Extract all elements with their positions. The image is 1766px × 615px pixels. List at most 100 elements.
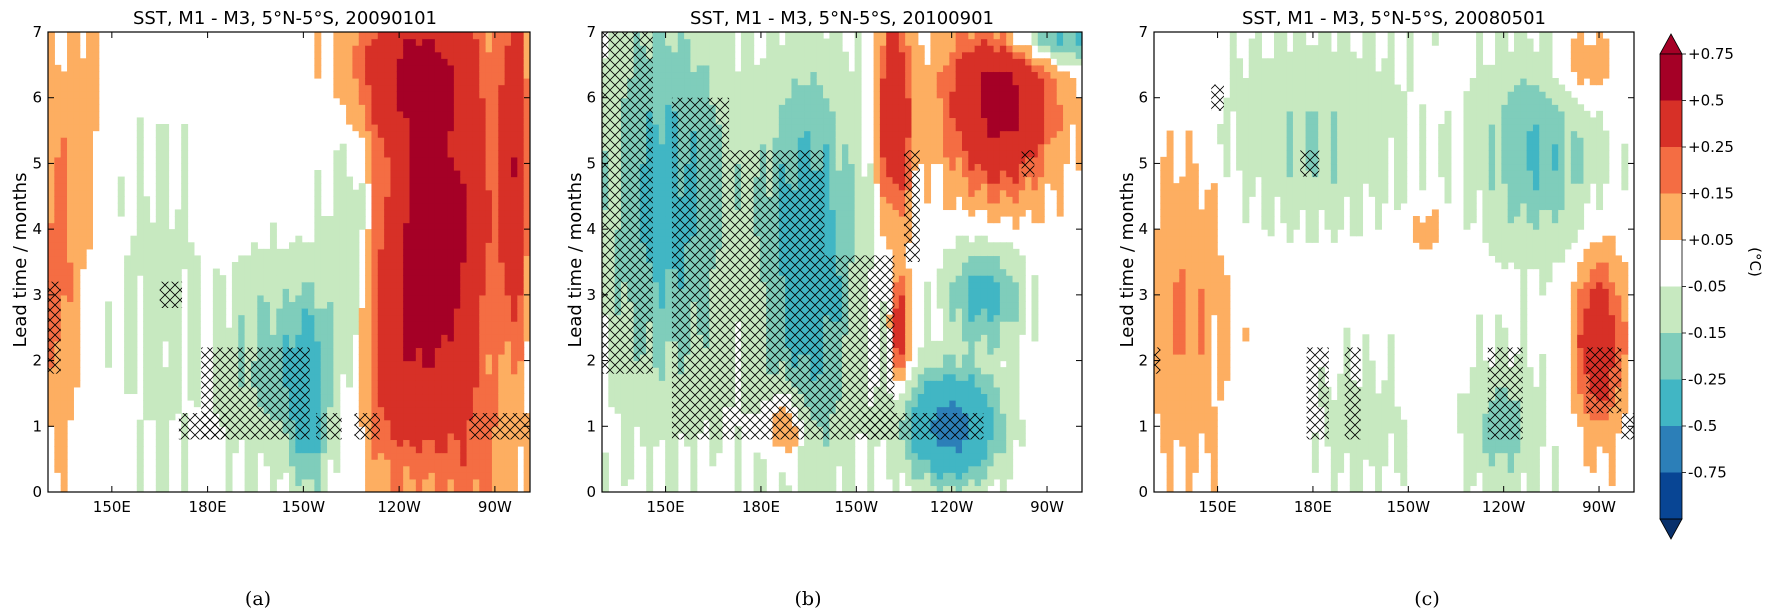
field-cell: [510, 137, 518, 145]
field-cell: [244, 308, 252, 316]
field-cell: [168, 393, 176, 401]
field-cell: [60, 156, 68, 165]
field-cell: [447, 84, 455, 92]
field-cell: [523, 281, 530, 289]
field-cell: [301, 340, 309, 349]
field-cell: [403, 340, 411, 349]
field-cell: [491, 334, 499, 342]
field-cell: [504, 117, 512, 125]
field-cell: [282, 275, 290, 283]
field-cell: [352, 275, 360, 283]
field-cell: [447, 51, 455, 59]
field-cell: [155, 156, 163, 165]
field-cell: [665, 137, 673, 145]
field-cell: [162, 216, 170, 224]
field-cell: [143, 314, 151, 322]
field-cell: [155, 268, 163, 276]
field-cell: [472, 235, 480, 243]
field-cell: [155, 400, 163, 408]
field-cell: [339, 222, 347, 230]
field-cell: [434, 281, 442, 289]
field-cell: [377, 354, 385, 362]
field-cell: [517, 294, 525, 303]
field-cell: [136, 189, 144, 197]
field-cell: [143, 334, 151, 342]
field-cell: [428, 189, 436, 197]
field-cell: [168, 327, 176, 335]
field-cell: [510, 196, 518, 204]
field-cell: [390, 340, 398, 349]
field-cell: [257, 255, 265, 263]
field-cell: [377, 222, 385, 230]
field-cell: [269, 327, 277, 335]
field-cell: [333, 327, 341, 335]
field-cell: [377, 400, 385, 408]
field-cell: [244, 268, 252, 276]
field-cell: [320, 354, 328, 362]
field-cell: [504, 163, 512, 171]
field-cell: [60, 130, 68, 138]
field-cell: [740, 38, 748, 46]
field-cell: [187, 248, 195, 257]
field-cell: [79, 189, 87, 197]
field-cell: [136, 446, 144, 454]
field-cell: [143, 222, 151, 230]
field-cell: [517, 97, 525, 105]
field-cell: [244, 301, 252, 309]
field-cell: [485, 176, 493, 184]
field-cell: [434, 340, 442, 349]
field-cell: [187, 262, 195, 270]
field-cell: [371, 209, 379, 217]
field-cell: [447, 426, 455, 434]
field-cell: [149, 301, 157, 309]
field-cell: [428, 110, 436, 119]
field-cell: [346, 78, 354, 86]
field-cell: [346, 110, 354, 119]
field-cell: [639, 386, 647, 395]
field-cell: [155, 229, 163, 237]
field-cell: [441, 340, 449, 349]
field-cell: [422, 97, 430, 105]
field-cell: [276, 268, 284, 276]
field-cell: [728, 130, 736, 138]
field-cell: [434, 393, 442, 401]
field-cell: [472, 104, 480, 112]
field-cell: [646, 432, 654, 441]
field-cell: [409, 189, 417, 197]
field-cell: [517, 202, 525, 211]
field-cell: [409, 104, 417, 112]
field-cell: [384, 150, 392, 158]
field-cell: [390, 321, 398, 329]
field-cell: [428, 130, 436, 138]
field-cell: [92, 71, 100, 79]
field-cell: [384, 367, 392, 375]
field-cell: [510, 268, 518, 276]
field-cell: [472, 386, 480, 395]
field-cell: [498, 91, 506, 99]
field-cell: [282, 459, 290, 467]
field-cell: [491, 321, 499, 329]
field-cell: [409, 38, 417, 46]
field-cell: [504, 124, 512, 132]
field-cell: [491, 156, 499, 165]
field-cell: [358, 400, 366, 408]
field-cell: [485, 130, 493, 138]
field-cell: [339, 209, 347, 217]
field-cell: [396, 51, 404, 59]
field-cell: [479, 156, 487, 165]
field-cell: [143, 202, 151, 211]
field-cell: [491, 104, 499, 112]
field-cell: [73, 51, 81, 59]
field-cell: [447, 373, 455, 381]
field-cell: [485, 327, 493, 335]
field-cell: [403, 229, 411, 237]
field-cell: [447, 465, 455, 473]
field-cell: [422, 235, 430, 243]
field-cell: [48, 380, 55, 388]
field-cell: [73, 255, 81, 263]
field-cell: [48, 235, 55, 243]
field-cell: [390, 97, 398, 105]
field-cell: [371, 189, 379, 197]
field-cell: [491, 38, 499, 46]
